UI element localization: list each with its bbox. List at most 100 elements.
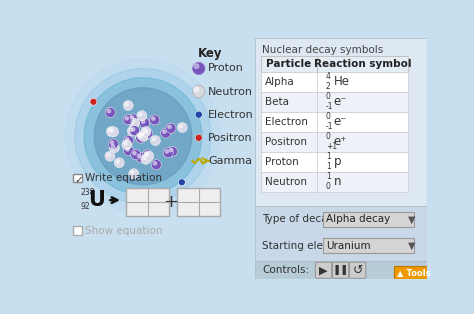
Circle shape — [161, 128, 171, 138]
Text: Uranium: Uranium — [326, 241, 371, 251]
Circle shape — [135, 131, 145, 141]
Text: Positron: Positron — [264, 137, 307, 147]
Circle shape — [152, 117, 155, 120]
FancyBboxPatch shape — [317, 72, 408, 92]
Text: 238: 238 — [81, 188, 95, 197]
Text: n: n — [334, 175, 341, 188]
Circle shape — [75, 68, 211, 204]
FancyBboxPatch shape — [332, 262, 349, 278]
Circle shape — [143, 156, 146, 160]
Circle shape — [124, 142, 127, 145]
Circle shape — [168, 125, 171, 128]
Text: Reaction symbol: Reaction symbol — [313, 59, 411, 69]
Circle shape — [150, 115, 160, 125]
Circle shape — [108, 128, 111, 132]
FancyBboxPatch shape — [349, 262, 366, 278]
Text: Controls:: Controls: — [262, 265, 310, 275]
FancyBboxPatch shape — [317, 172, 408, 192]
Text: 0: 0 — [326, 92, 331, 101]
FancyBboxPatch shape — [177, 188, 220, 215]
Text: Key: Key — [198, 47, 223, 60]
Circle shape — [65, 59, 220, 213]
Circle shape — [139, 131, 149, 141]
Text: 0: 0 — [326, 182, 331, 192]
Circle shape — [142, 150, 152, 160]
Text: Positron: Positron — [208, 133, 253, 143]
Circle shape — [144, 151, 154, 161]
Text: ▲ Tools: ▲ Tools — [397, 268, 431, 277]
Circle shape — [111, 145, 115, 148]
Circle shape — [150, 136, 160, 145]
Circle shape — [167, 146, 177, 156]
Circle shape — [177, 122, 187, 133]
Circle shape — [110, 129, 114, 132]
Circle shape — [125, 116, 128, 120]
Text: 1: 1 — [326, 172, 330, 181]
Text: ❚❚: ❚❚ — [332, 265, 349, 275]
FancyBboxPatch shape — [317, 92, 408, 111]
Circle shape — [137, 154, 141, 158]
FancyBboxPatch shape — [261, 152, 317, 172]
Circle shape — [141, 133, 144, 136]
Circle shape — [124, 146, 134, 156]
Circle shape — [151, 160, 161, 170]
Circle shape — [137, 133, 140, 137]
FancyBboxPatch shape — [317, 132, 408, 152]
FancyBboxPatch shape — [126, 188, 169, 215]
Text: ↺: ↺ — [352, 264, 363, 277]
Text: Electron: Electron — [208, 110, 254, 120]
Circle shape — [129, 169, 139, 179]
Circle shape — [137, 111, 147, 121]
Circle shape — [131, 171, 134, 174]
Circle shape — [84, 78, 202, 195]
FancyBboxPatch shape — [73, 226, 82, 235]
Circle shape — [163, 148, 173, 158]
Circle shape — [141, 154, 151, 164]
Circle shape — [122, 140, 132, 150]
Circle shape — [141, 127, 151, 137]
Circle shape — [106, 127, 116, 137]
Circle shape — [130, 116, 134, 119]
Circle shape — [138, 135, 141, 138]
FancyBboxPatch shape — [261, 72, 317, 92]
Circle shape — [152, 138, 155, 141]
FancyBboxPatch shape — [317, 56, 408, 72]
FancyBboxPatch shape — [255, 38, 427, 206]
Circle shape — [139, 118, 150, 128]
Text: Proton: Proton — [208, 63, 244, 73]
Circle shape — [136, 133, 146, 143]
FancyBboxPatch shape — [261, 132, 317, 152]
FancyBboxPatch shape — [261, 111, 317, 132]
FancyBboxPatch shape — [323, 212, 414, 227]
Text: 2: 2 — [326, 82, 330, 91]
Text: -1: -1 — [326, 102, 333, 111]
Text: U: U — [88, 190, 105, 210]
Circle shape — [131, 149, 141, 160]
Text: p: p — [334, 155, 341, 168]
Circle shape — [123, 100, 133, 111]
Circle shape — [125, 102, 128, 106]
Text: Electron: Electron — [264, 116, 308, 127]
Text: Write equation: Write equation — [85, 173, 162, 183]
Circle shape — [116, 160, 119, 163]
Text: +1: +1 — [326, 143, 337, 151]
Text: 0: 0 — [326, 132, 331, 141]
Circle shape — [109, 143, 119, 153]
Circle shape — [144, 152, 148, 155]
Text: 4: 4 — [326, 72, 331, 81]
Circle shape — [192, 85, 205, 98]
Circle shape — [110, 141, 114, 144]
Circle shape — [179, 124, 182, 128]
Text: Beta: Beta — [264, 97, 289, 106]
FancyBboxPatch shape — [73, 174, 82, 182]
Circle shape — [194, 87, 199, 92]
Text: Neutron: Neutron — [264, 177, 307, 187]
Circle shape — [107, 153, 110, 156]
Circle shape — [129, 128, 133, 131]
Circle shape — [126, 138, 129, 141]
Text: ✓: ✓ — [74, 175, 83, 185]
FancyBboxPatch shape — [315, 262, 332, 278]
Circle shape — [126, 148, 129, 151]
Circle shape — [140, 133, 143, 137]
Text: 1: 1 — [326, 152, 330, 161]
